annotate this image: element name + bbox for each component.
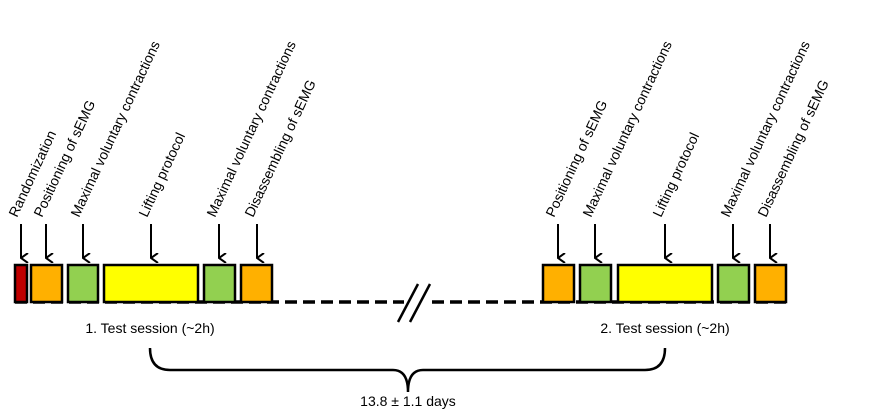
boxes [13,263,788,304]
step-box [13,263,29,304]
session-label: 1. Test session (~2h) [85,320,214,336]
step-box [66,263,100,304]
interval-label: 13.8 ± 1.1 days [360,393,456,409]
step-box [202,263,237,304]
step-box [578,263,613,304]
step-box [716,263,751,304]
step-box [239,263,274,304]
step-box [616,263,714,304]
step-box [102,263,200,304]
step-box [29,263,64,304]
step-label: Disassembling of sEMG [754,77,832,219]
step-label: Lifting protocol [649,130,702,219]
step-label: Disassembling of sEMG [241,77,319,219]
step-box [541,263,576,304]
step-label: Lifting protocol [135,130,188,219]
session-label: 2. Test session (~2h) [600,320,729,336]
arrows [20,224,770,258]
step-box [753,263,788,304]
brace [148,347,667,393]
